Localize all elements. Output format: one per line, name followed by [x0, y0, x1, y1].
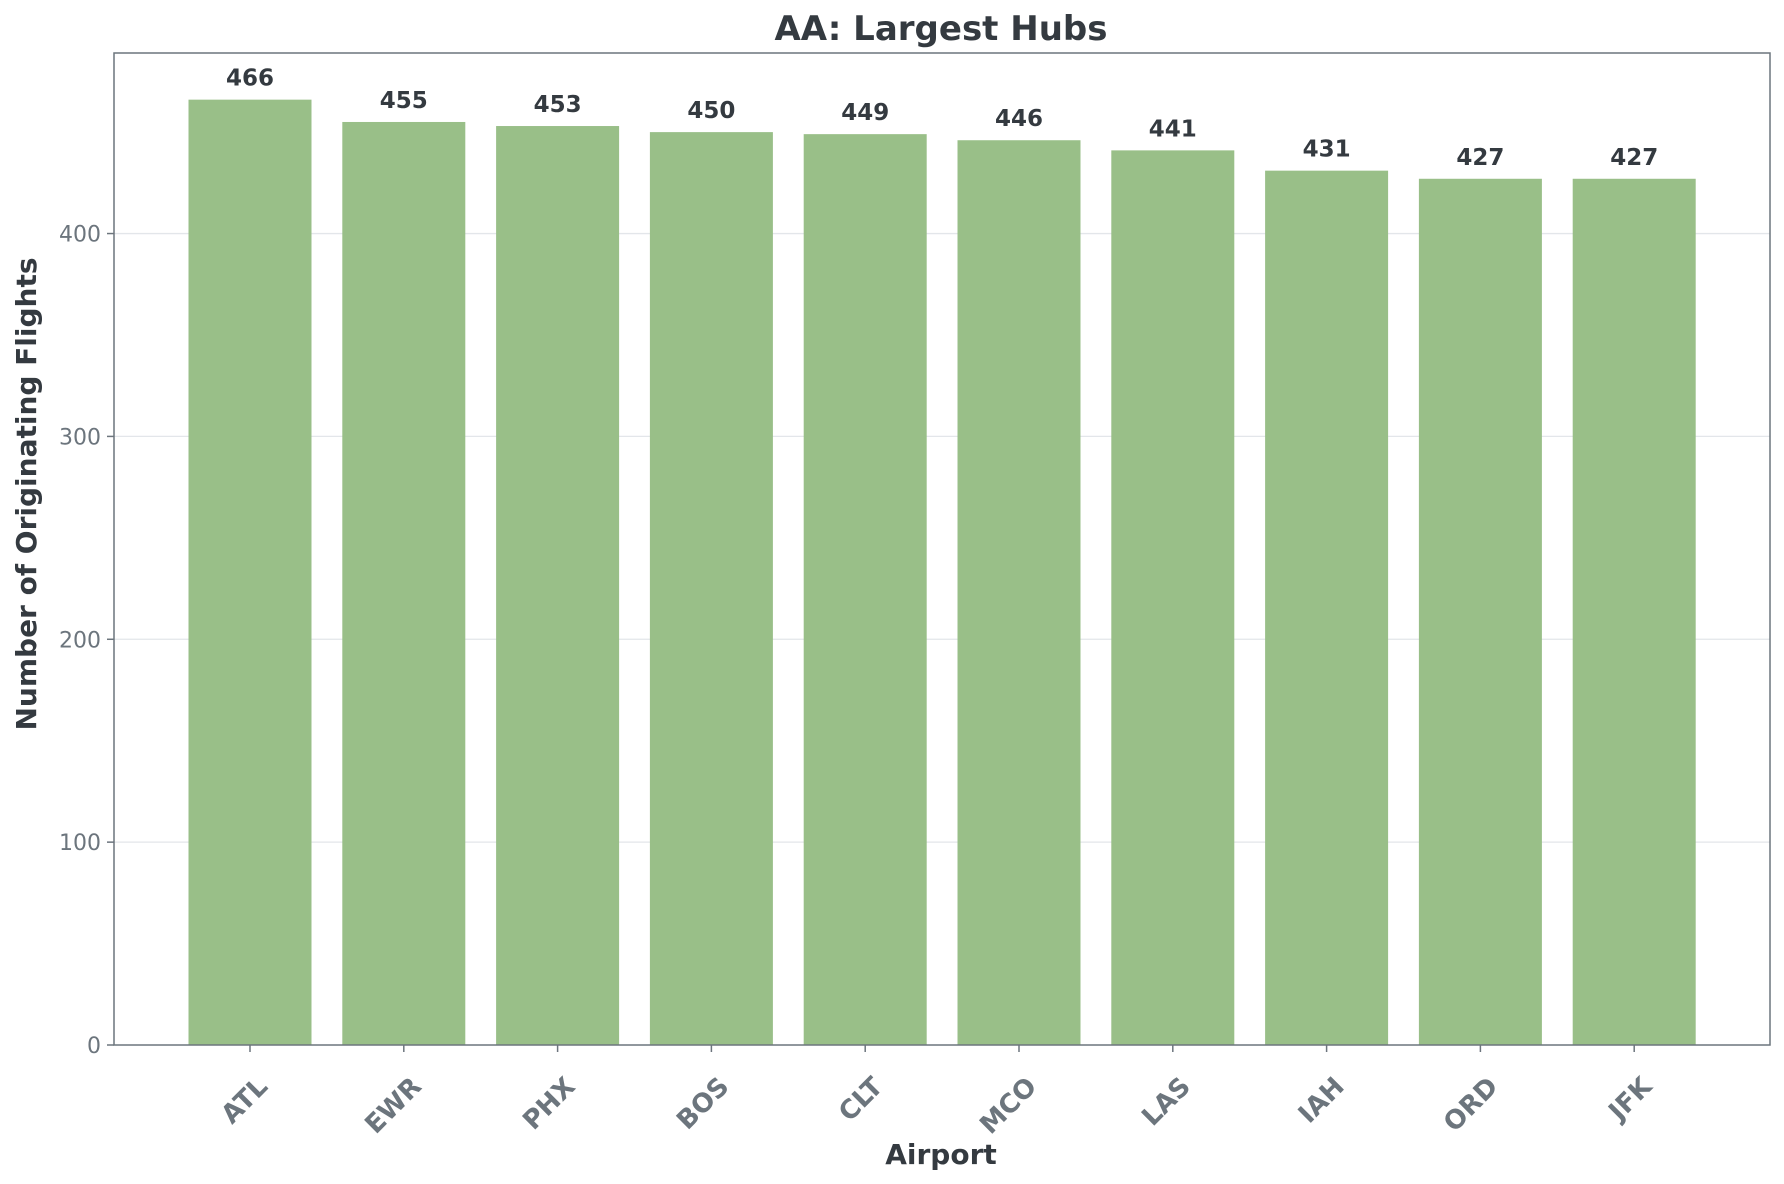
- bar-ord: [1418, 178, 1542, 1046]
- x-tick-label-las: LAS: [1136, 1072, 1196, 1132]
- x-axis: ATL EWR PHX BOS CLT MCO LAS IAH ORD JFK: [216, 1045, 1659, 1140]
- data-label-atl: 466: [226, 66, 274, 92]
- data-label-ewr: 455: [380, 88, 428, 114]
- x-tick-label-clt: CLT: [833, 1072, 889, 1128]
- plot-frame: [113, 52, 1771, 1046]
- chart-title: AA: Largest Hubs: [774, 9, 1107, 49]
- y-tick-label: 200: [59, 628, 101, 653]
- data-label-jfk: 427: [1610, 145, 1658, 171]
- y-tick-label: 300: [59, 425, 101, 450]
- x-axis-label: Airport: [885, 1138, 997, 1171]
- y-tick-label: 0: [87, 1034, 101, 1059]
- x-tick-label-atl: ATL: [216, 1072, 274, 1130]
- data-label-bos: 450: [687, 98, 735, 124]
- data-label-phx: 453: [534, 92, 582, 118]
- x-tick-label-ewr: EWR: [360, 1072, 428, 1140]
- data-label-iah: 431: [1303, 137, 1351, 163]
- bar-phx: [496, 126, 620, 1045]
- bar-bos: [649, 132, 773, 1045]
- bar-iah: [1265, 170, 1389, 1046]
- bar-ewr: [342, 121, 466, 1046]
- x-tick-label-mco: MCO: [974, 1072, 1043, 1141]
- y-tick-label: 100: [59, 831, 101, 856]
- y-axis: 0 100 200 300 400: [59, 223, 114, 1059]
- x-tick-label-phx: PHX: [517, 1072, 581, 1136]
- bar-las: [1111, 150, 1235, 1045]
- x-tick-label-bos: BOS: [671, 1072, 735, 1136]
- bar-atl: [188, 99, 312, 1045]
- x-tick-label-iah: IAH: [1293, 1072, 1351, 1130]
- bar-clt: [803, 134, 927, 1045]
- data-labels: 466 455 453 450 449 446 441 431 427 427: [226, 66, 1658, 171]
- bars: [188, 99, 1696, 1046]
- data-label-clt: 449: [841, 100, 889, 126]
- bar-jfk: [1572, 178, 1696, 1046]
- y-axis-label: Number of Originating Flights: [10, 257, 43, 730]
- data-label-ord: 427: [1456, 145, 1504, 171]
- data-label-las: 441: [1149, 116, 1197, 142]
- x-tick-label-ord: ORD: [1438, 1072, 1504, 1138]
- data-label-mco: 446: [995, 106, 1043, 132]
- bar-mco: [957, 140, 1081, 1045]
- y-tick-label: 400: [59, 223, 101, 248]
- x-tick-label-jfk: JFK: [1602, 1071, 1659, 1128]
